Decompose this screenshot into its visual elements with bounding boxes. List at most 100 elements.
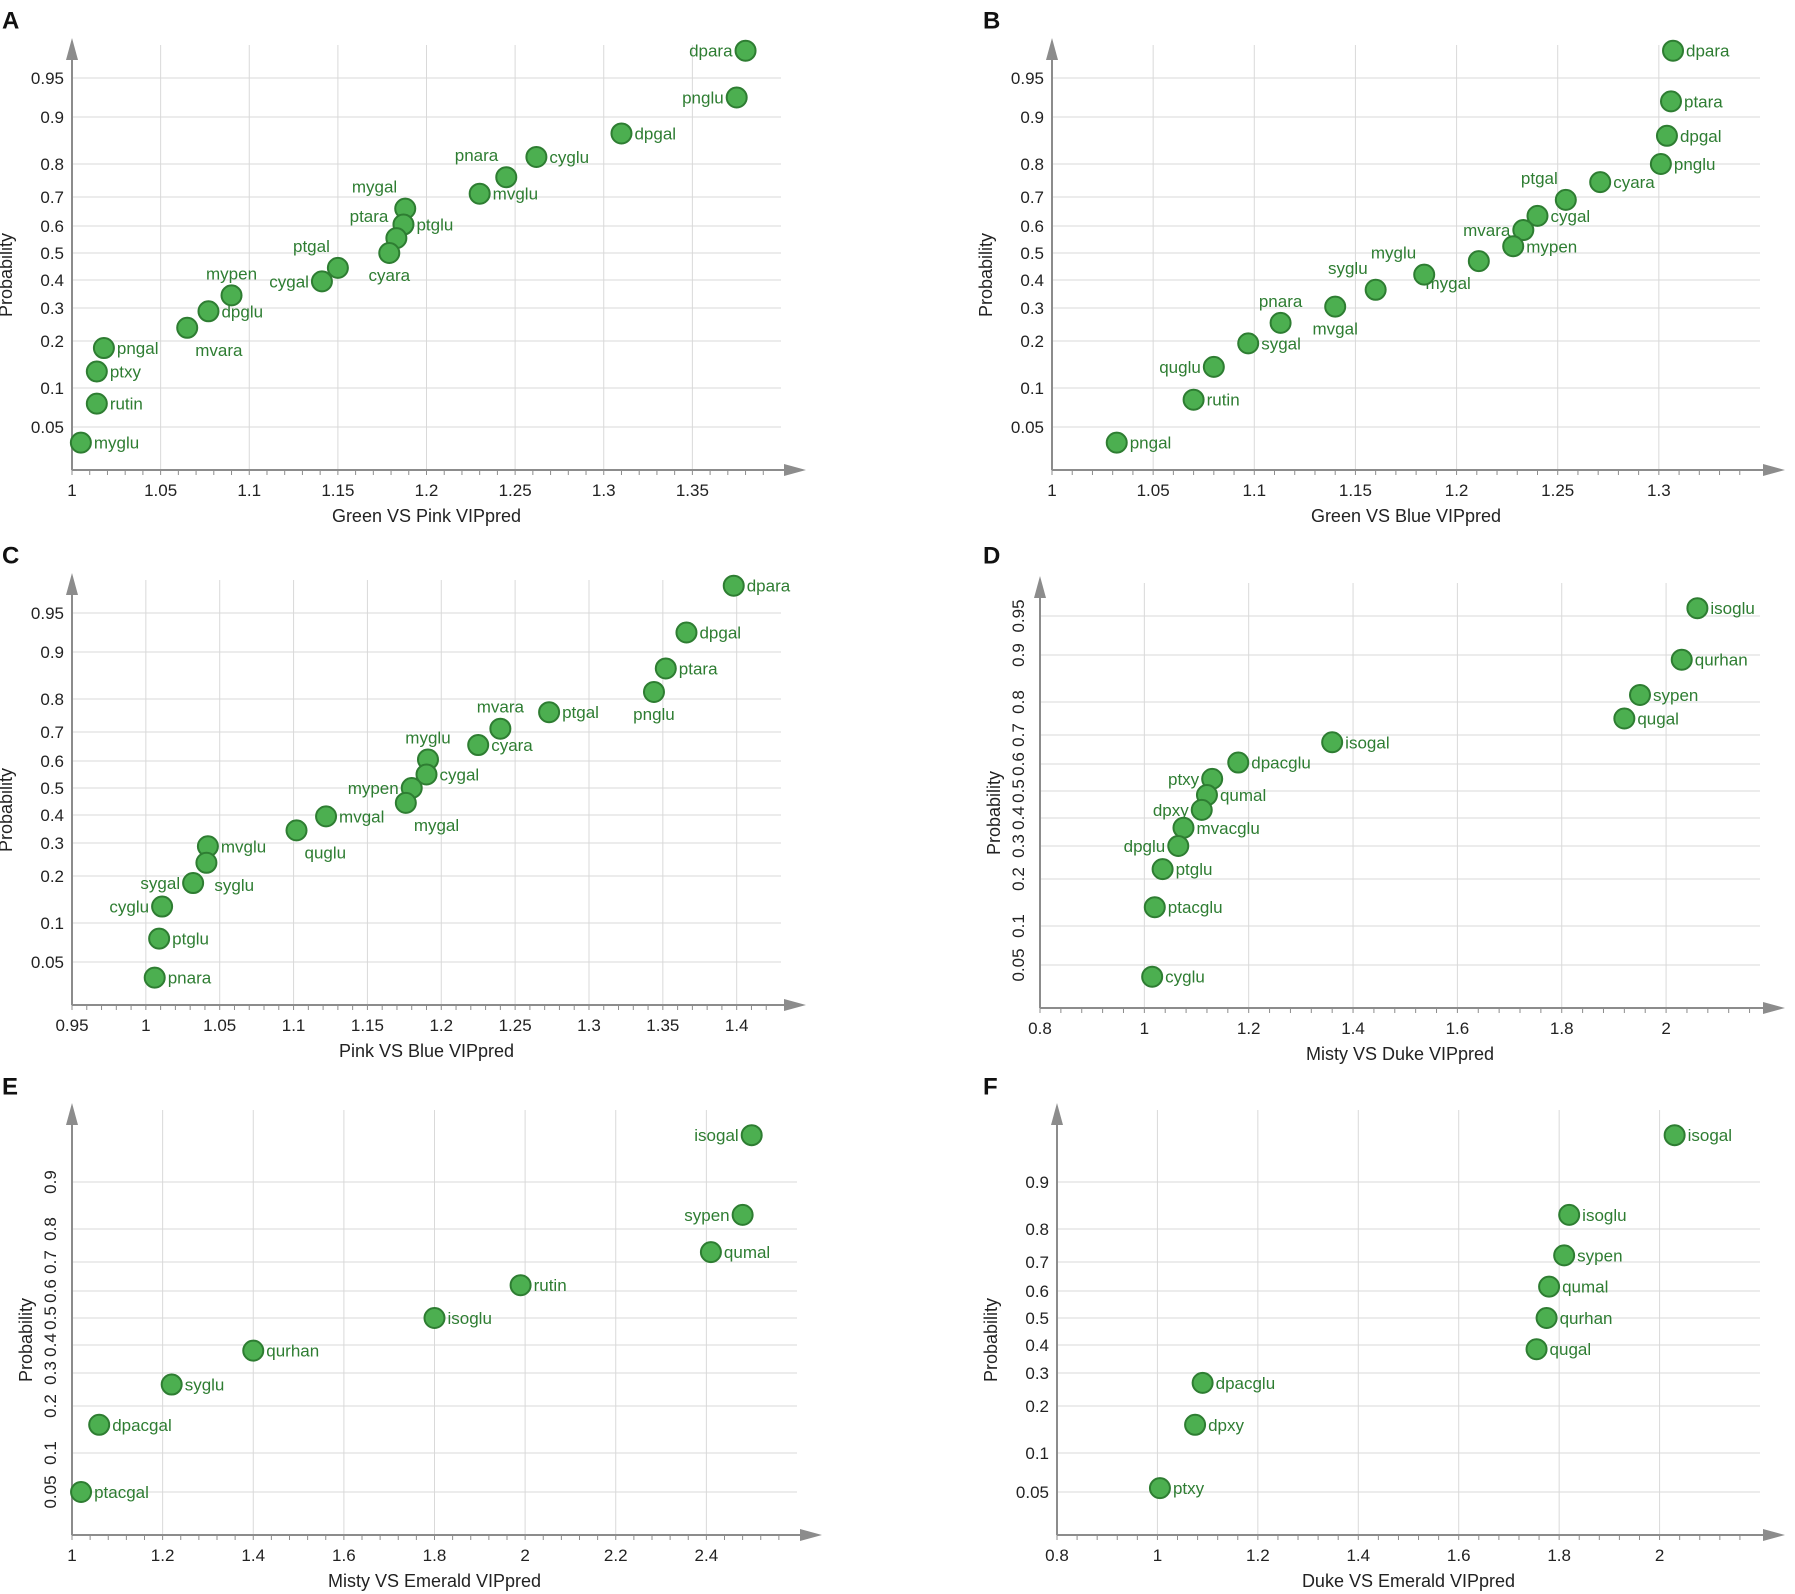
data-point-ptglu xyxy=(148,927,171,950)
y-tick-label: 0.4 xyxy=(1020,271,1044,290)
y-axis-arrow xyxy=(1051,1103,1063,1125)
data-point-mygal xyxy=(1467,250,1490,273)
data-point-myglu xyxy=(1413,263,1436,286)
point-label: cyara xyxy=(491,736,533,755)
data-point-rutin xyxy=(1182,388,1205,411)
x-tick-label: 1.4 xyxy=(241,1546,265,1565)
point-label: isoglu xyxy=(1582,1206,1626,1225)
x-tick-label: 1 xyxy=(67,1546,76,1565)
data-point-myglu xyxy=(69,431,92,454)
data-point-pnglu xyxy=(725,86,748,109)
point-label: qurhan xyxy=(266,1342,319,1361)
data-point-ptara xyxy=(1659,90,1682,113)
x-axis-title: Misty VS Emerald VIPpred xyxy=(328,1571,541,1591)
data-point-ptacglu xyxy=(1143,896,1166,919)
point-label: ptara xyxy=(679,659,718,678)
point-label: qurhan xyxy=(1560,1309,1613,1328)
data-point-pnglu xyxy=(1649,153,1672,175)
data-point-pngal xyxy=(92,337,115,360)
point-label: mypen xyxy=(348,779,399,798)
x-axis-title: Pink VS Blue VIPpred xyxy=(339,1041,514,1061)
y-tick-label: 0.8 xyxy=(40,155,64,174)
x-axis-arrow xyxy=(1763,1529,1785,1541)
data-point-sygal xyxy=(182,872,205,895)
point-label: mvara xyxy=(477,698,525,717)
panel-letter: E xyxy=(2,1073,18,1100)
data-point-sypen xyxy=(731,1203,754,1226)
data-point-pnglu xyxy=(642,680,665,703)
x-tick-label: 1.15 xyxy=(1339,481,1372,500)
y-tick-label: 0.5 xyxy=(1009,779,1028,803)
point-label: dpara xyxy=(689,42,733,61)
x-tick-label: 1.4 xyxy=(1346,1546,1370,1565)
point-label: dpglu xyxy=(221,302,263,321)
point-label: sypen xyxy=(1653,686,1698,705)
x-tick-label: 2.2 xyxy=(604,1546,628,1565)
data-point-sypen xyxy=(1629,683,1651,706)
point-label: mvgal xyxy=(339,807,384,826)
data-point-mygal xyxy=(394,791,417,814)
data-point-dpara xyxy=(734,39,757,62)
x-tick-label: 1.05 xyxy=(1137,481,1170,500)
data-point-dpglu xyxy=(1167,835,1190,857)
y-tick-label: 0.4 xyxy=(40,806,64,825)
x-tick-label: 1.3 xyxy=(577,1016,601,1035)
data-point-cygal xyxy=(310,270,333,293)
x-tick-label: 1.05 xyxy=(203,1016,236,1035)
panel-a: A 1 1.05 1.1 1.15 1.2 1.25 1.3 1.35 0.05 0.1 0.2 0.3… xyxy=(0,7,806,526)
x-tick-label: 2 xyxy=(520,1546,529,1565)
data-point-isoglu xyxy=(423,1307,446,1329)
x-tick-label: 1.35 xyxy=(676,481,709,500)
point-label: dpglu xyxy=(1124,837,1166,856)
y-axis-arrow xyxy=(66,1103,78,1125)
point-label: qumal xyxy=(1220,786,1266,805)
x-tick-label: 1.2 xyxy=(429,1016,453,1035)
y-tick-label: 0.1 xyxy=(41,1441,60,1465)
panel-letter: D xyxy=(983,542,1000,569)
point-label: sypen xyxy=(684,1206,729,1225)
point-label: pnara xyxy=(168,969,212,988)
data-point-dpglu xyxy=(197,300,220,323)
x-tick-label: 1.3 xyxy=(1647,481,1671,500)
point-label: isogal xyxy=(1688,1126,1732,1145)
panel-e: E 1 1.2 1.4 1.6 1.8 2 2.2 2.4 0.05 0.1 0.2 0.3 0.4 0.5… xyxy=(2,1073,822,1591)
data-point-dpgal xyxy=(1655,124,1678,147)
panel-c: C 0.95 1 1.05 1.1 1.15 1.2 1.25 1.3 1.35 1.4 0.05 0.… xyxy=(0,542,806,1061)
data-point-ptgal xyxy=(326,256,349,279)
x-tick-label: 1.2 xyxy=(1445,481,1469,500)
point-label: pnglu xyxy=(682,89,724,108)
point-label: mvara xyxy=(195,341,243,360)
point-label: sypen xyxy=(1577,1246,1622,1265)
x-tick-label: 1.8 xyxy=(423,1546,447,1565)
x-tick-label: 2 xyxy=(1655,1546,1664,1565)
x-tick-label: 1.2 xyxy=(415,481,439,500)
point-label: dpgal xyxy=(634,124,676,143)
point-label: rutin xyxy=(110,395,143,414)
y-tick-label: 0.8 xyxy=(1009,690,1028,714)
x-tick-label: 1.1 xyxy=(282,1016,306,1035)
y-axis-arrow xyxy=(1034,576,1046,598)
x-axis-arrow xyxy=(800,1529,822,1541)
data-point-dpacglu xyxy=(1191,1371,1214,1394)
panel-f: F 0.8 1 1.2 1.4 1.6 1.8 2 0.05 0.1 0.2 0.3 0.4 0.5 0.6… xyxy=(981,1073,1785,1591)
y-tick-label: 0.6 xyxy=(40,217,64,236)
point-label: quglu xyxy=(1159,358,1201,377)
x-tick-label: 1.15 xyxy=(321,481,354,500)
x-tick-label: 1 xyxy=(1140,1019,1149,1038)
point-label: isogal xyxy=(694,1126,738,1145)
data-point-ptglu xyxy=(1151,858,1174,881)
data-point-mvgal xyxy=(1324,295,1347,318)
y-tick-label: 0.7 xyxy=(1009,723,1028,747)
data-point-pnara xyxy=(1269,311,1292,334)
point-label: ptgal xyxy=(1521,169,1558,188)
point-label: dpacglu xyxy=(1251,754,1311,773)
point-label: ptxy xyxy=(1168,770,1200,789)
y-axis-title: Probability xyxy=(984,771,1004,855)
point-label: cyara xyxy=(1613,173,1655,192)
x-tick-label: 1.8 xyxy=(1550,1019,1574,1038)
y-tick-label: 0.7 xyxy=(40,188,64,207)
y-tick-label: 0.5 xyxy=(41,1306,60,1330)
x-tick-label: 0.8 xyxy=(1045,1546,1069,1565)
y-tick-label: 0.9 xyxy=(1020,108,1044,127)
data-point-qumal xyxy=(1538,1275,1561,1298)
